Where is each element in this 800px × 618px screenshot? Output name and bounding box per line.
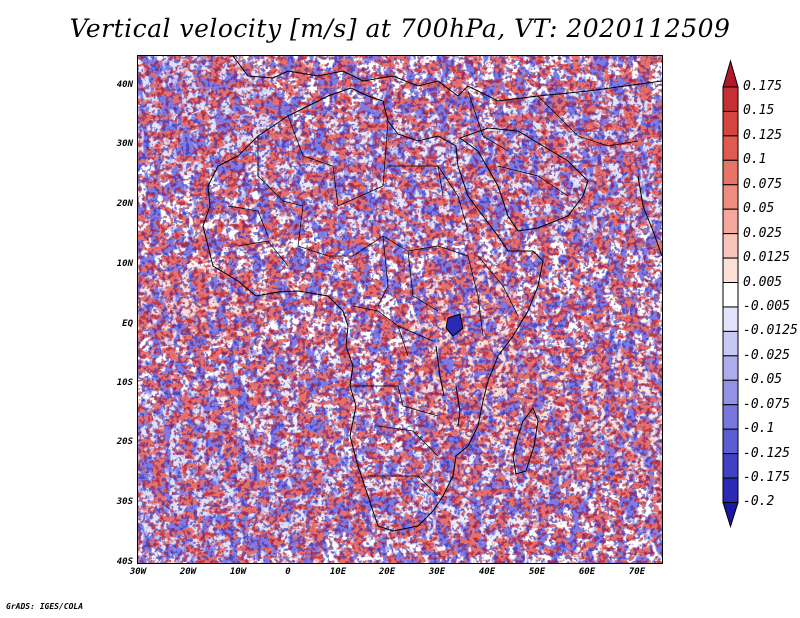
colorbar-segment <box>722 282 739 308</box>
colorbar-segment <box>722 159 739 186</box>
colorbar-label: -0.0125 <box>743 323 798 339</box>
colorbar-label: -0.075 <box>743 396 790 412</box>
colorbar-label: -0.125 <box>743 445 790 461</box>
colorbar-segment <box>722 110 739 137</box>
lat-label-eq: EQ <box>122 319 133 329</box>
colorbar-label: 0.125 <box>743 127 783 143</box>
field-strong-positive <box>138 56 662 563</box>
lat-label-40n: 40N <box>116 80 133 90</box>
lat-label-30n: 30N <box>116 139 133 149</box>
lon-label-10e: 10E <box>329 567 347 577</box>
colorbar-segment <box>722 86 739 112</box>
colorbar-label: -0.2 <box>743 494 775 510</box>
lon-label-40e: 40E <box>478 567 496 577</box>
india-coast <box>637 175 662 257</box>
colorbar-label: -0.175 <box>743 470 790 486</box>
lon-label-10w: 10W <box>229 567 247 577</box>
colorbar-segment <box>722 477 739 503</box>
colorbar-segment <box>722 306 739 332</box>
lat-label-10n: 10N <box>116 259 133 269</box>
colorbar-label: -0.005 <box>743 298 790 314</box>
colorbar-top-arrow <box>722 59 739 88</box>
colorbar-segment <box>722 379 739 406</box>
map-title: Vertical velocity [m/s] at 700hPa, VT: 2… <box>69 14 731 43</box>
colorbar-segment <box>722 428 739 455</box>
lat-label-20n: 20N <box>116 199 133 209</box>
colorbar-segment <box>722 135 739 161</box>
colorbar-label: 0.075 <box>743 176 783 192</box>
lat-label-40s: 40S <box>116 557 133 567</box>
colorbar-label: 0.05 <box>743 201 775 217</box>
lat-label-10s: 10S <box>116 378 133 388</box>
lon-label-20w: 20W <box>179 567 197 577</box>
colorbar-label: -0.025 <box>743 347 790 363</box>
lat-label-30s: 30S <box>116 497 133 507</box>
lake-victoria <box>445 313 464 337</box>
grads-credit: GrADS: IGES/COLA <box>6 602 84 611</box>
country-borders <box>227 90 639 497</box>
lat-label-20s: 20S <box>116 437 133 447</box>
colorbar-label: -0.05 <box>743 372 783 388</box>
colorbar-segment <box>722 257 739 284</box>
map-plot-area[interactable] <box>137 55 663 564</box>
colorbar-label: 0.025 <box>743 225 783 241</box>
lon-label-50e: 50E <box>528 567 546 577</box>
lon-label-20e: 20E <box>378 567 396 577</box>
colorbar-label: 0.15 <box>743 103 775 119</box>
colorbar-label: -0.1 <box>743 421 775 437</box>
lon-label-60e: 60E <box>578 567 596 577</box>
africa-coast <box>202 87 544 532</box>
colorbar-segment <box>722 453 739 479</box>
madagascar-coast <box>512 406 539 475</box>
colorbar-segment <box>722 233 739 259</box>
colorbar-label: 0.0125 <box>743 250 790 266</box>
lon-label-30w: 30W <box>129 567 147 577</box>
coastlines <box>202 56 662 532</box>
colorbar-label: 0.005 <box>743 274 783 290</box>
colorbar-segment <box>722 208 739 235</box>
colorbar-segment <box>722 330 739 357</box>
colorbar-label: 0.175 <box>743 79 783 94</box>
lon-label-0: 0 <box>285 567 291 577</box>
colorbar-segment <box>722 404 739 430</box>
colorbar-bottom-arrow <box>722 501 739 529</box>
colorbar-label: 0.1 <box>743 152 767 168</box>
arabia-coast <box>458 127 589 232</box>
lon-label-30e: 30E <box>428 567 446 577</box>
europe-coast <box>232 56 662 102</box>
rift-lakes <box>435 345 461 427</box>
colorbar-segment <box>722 184 739 210</box>
colorbar-segment <box>722 355 739 381</box>
velocity-field-map <box>138 56 662 563</box>
lon-label-70e: 70E <box>628 567 646 577</box>
